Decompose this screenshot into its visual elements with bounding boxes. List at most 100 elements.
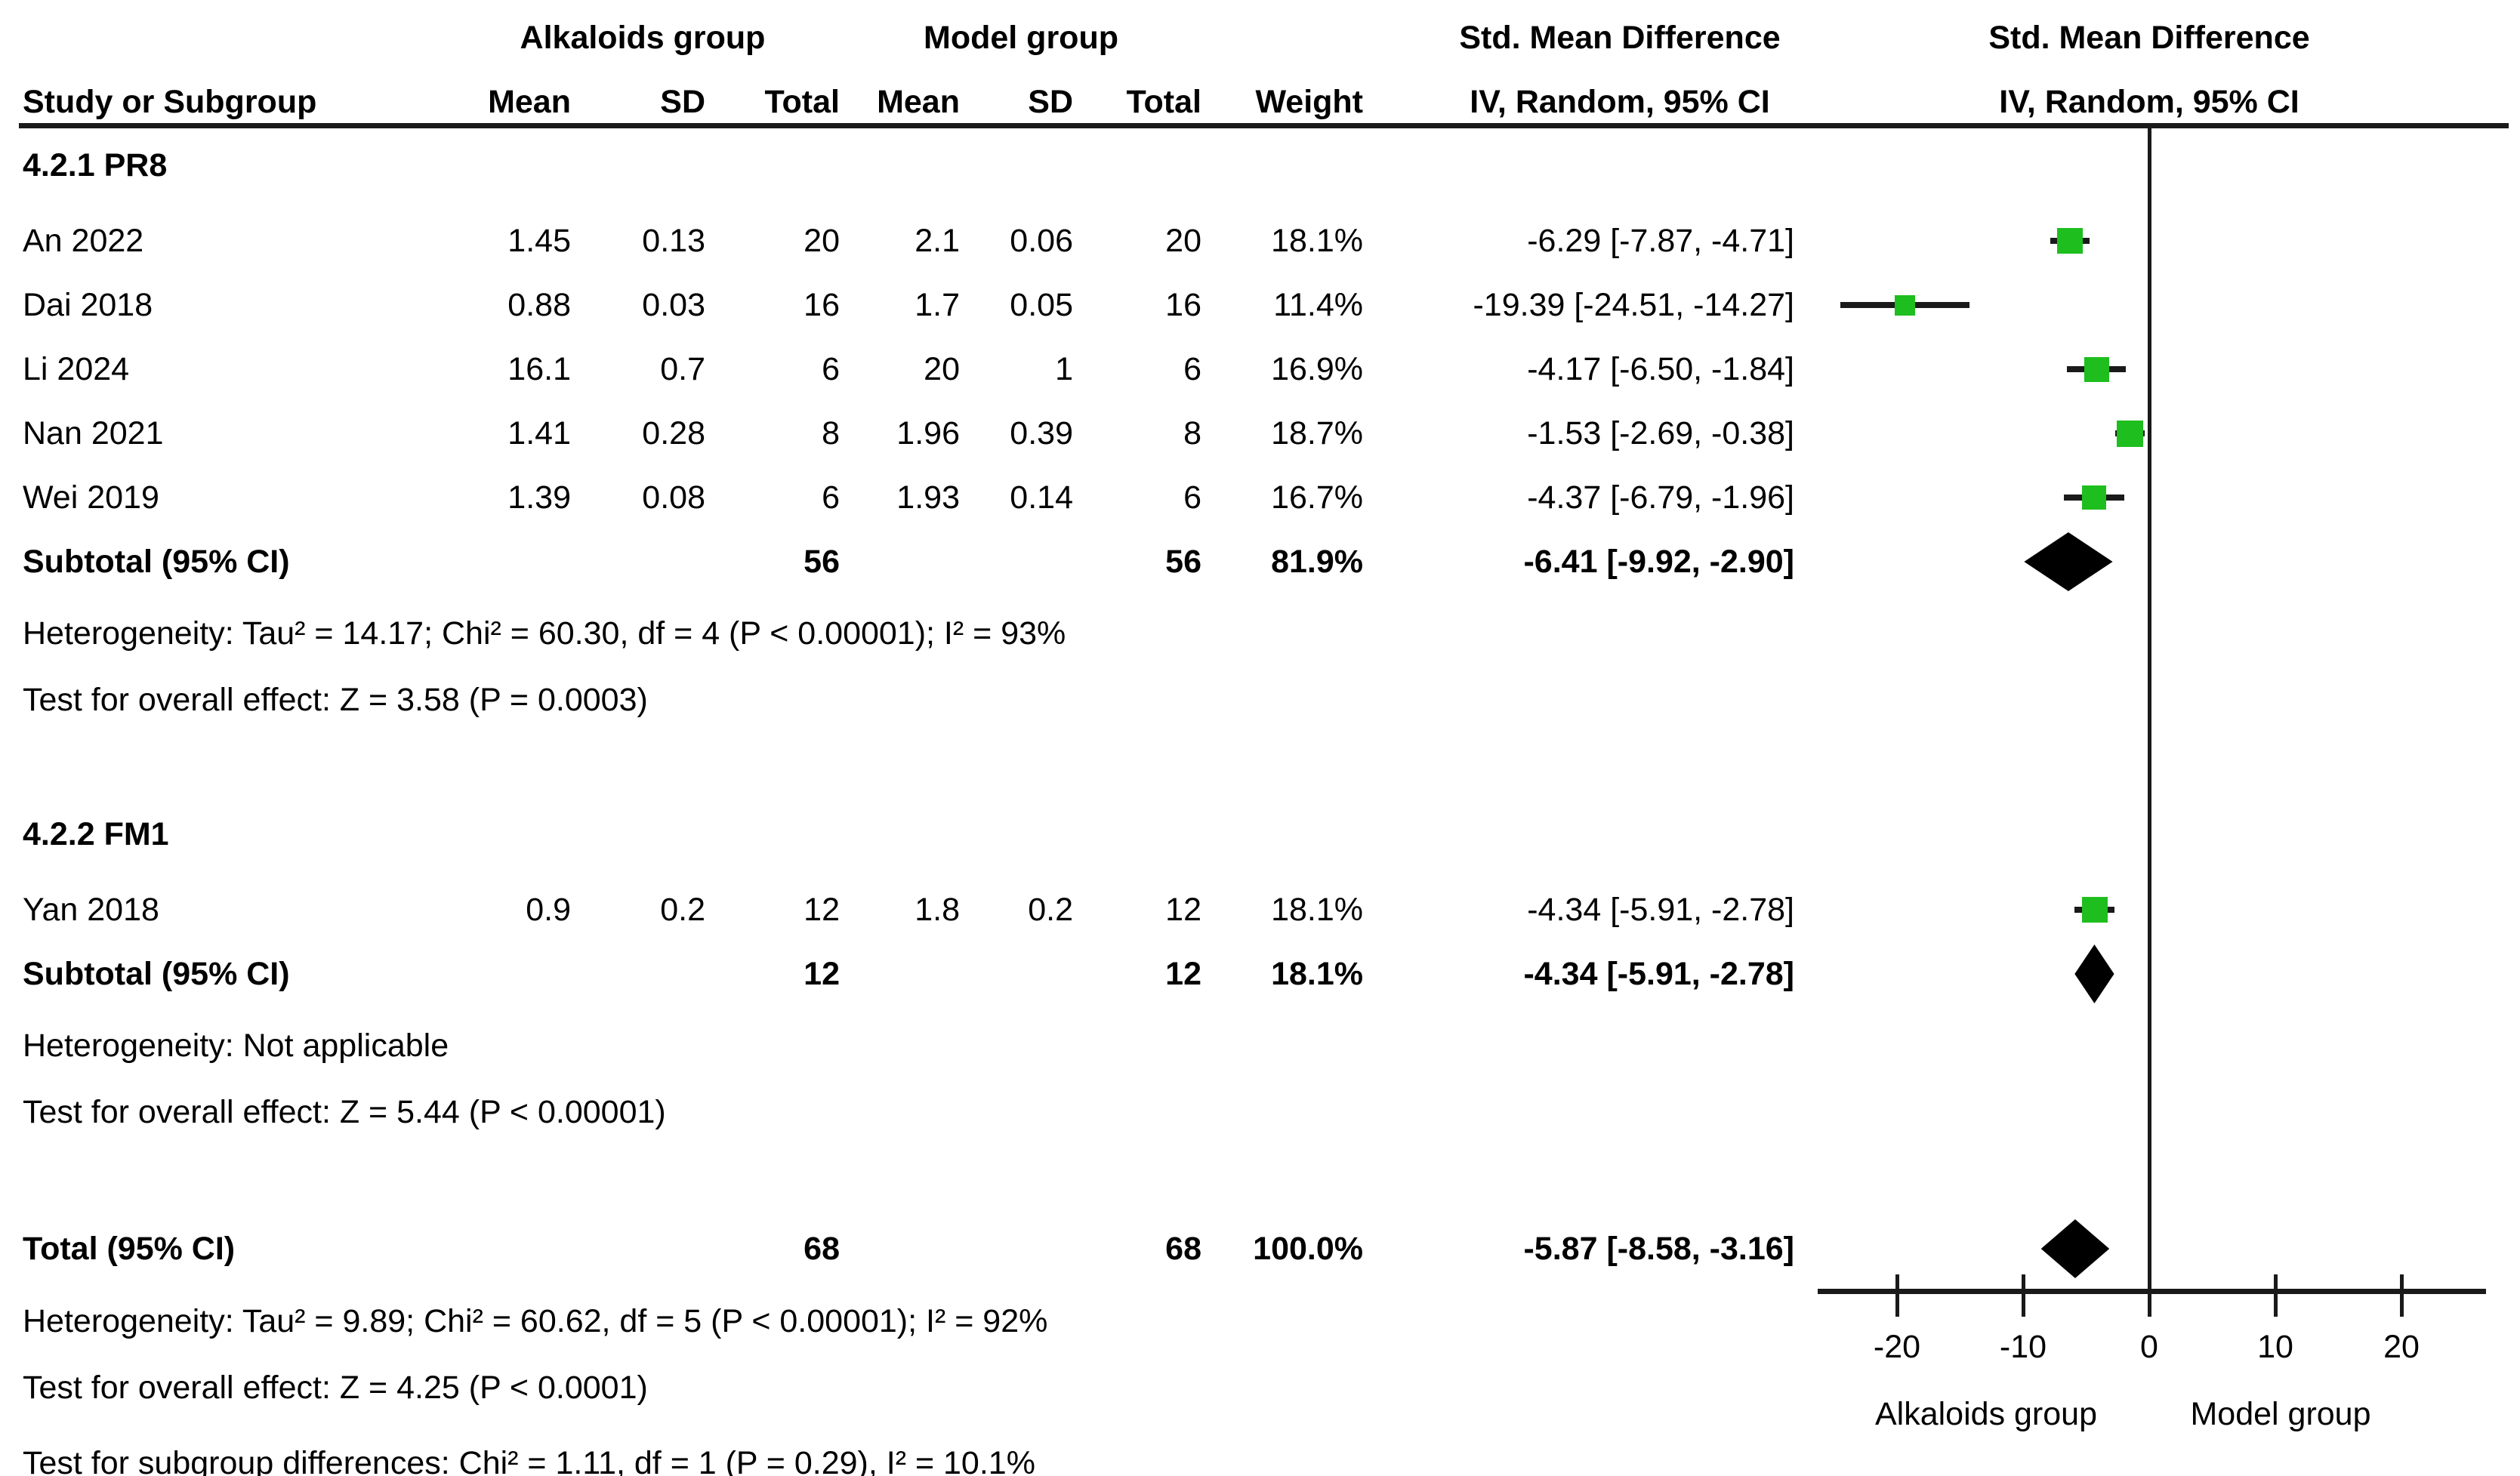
subgroup-header: 4.2.1 PR8	[23, 147, 168, 183]
subtotal-diamond	[2074, 944, 2114, 1003]
group1-total: 8	[822, 415, 840, 451]
subgroup-differences-text: Test for subgroup differences: Chi² = 1.…	[23, 1445, 1035, 1476]
column-header-weight: Weight	[1255, 84, 1363, 120]
axis-tick	[1895, 1274, 1899, 1317]
group2-mean: 1.96	[896, 415, 960, 451]
group1-sd: 0.7	[660, 351, 705, 387]
group1-total: 56	[804, 544, 840, 580]
group2-total: 16	[1165, 287, 1201, 323]
group1-total: 16	[804, 287, 840, 323]
subgroup-header: 4.2.2 FM1	[23, 816, 169, 852]
group2-total: 20	[1165, 223, 1201, 259]
group2-mean: 2.1	[915, 223, 960, 259]
axis-tick	[2022, 1274, 2025, 1317]
effect-marker	[1894, 294, 1915, 316]
column-header-method-plot: IV, Random, 95% CI	[1999, 84, 2299, 120]
study-name: Wei 2019	[23, 479, 159, 516]
group1-total: 20	[804, 223, 840, 259]
weight: 18.1%	[1271, 892, 1363, 928]
axis-tick	[2274, 1274, 2278, 1317]
pooled-label: Total (95% CI)	[23, 1231, 236, 1267]
effect-marker	[2082, 485, 2107, 510]
weight: 100.0%	[1253, 1231, 1363, 1267]
group2-sd: 0.2	[1028, 892, 1073, 928]
group1-mean: 0.9	[526, 892, 571, 928]
group2-sd: 0.06	[1010, 223, 1073, 259]
group2-sd: 1	[1055, 351, 1073, 387]
group1-sd: 0.03	[642, 287, 705, 323]
group1-sd: 0.13	[642, 223, 705, 259]
axis-left-label: Alkaloids group	[1874, 1396, 2097, 1432]
axis-tick	[2400, 1274, 2404, 1317]
group1-mean: 1.39	[507, 479, 571, 516]
weight: 18.7%	[1271, 415, 1363, 451]
smd-table-header: Std. Mean Difference	[1459, 20, 1781, 56]
group2-total: 8	[1183, 415, 1201, 451]
study-name: An 2022	[23, 223, 144, 259]
pooled-label: Subtotal (95% CI)	[23, 956, 290, 992]
smd-ci-text: -19.39 [-24.51, -14.27]	[1473, 287, 1794, 323]
header-underline	[19, 123, 2509, 128]
smd-ci-text: -4.17 [-6.50, -1.84]	[1527, 351, 1794, 387]
group2-header: Model group	[924, 20, 1118, 56]
heterogeneity-text: Heterogeneity: Tau² = 9.89; Chi² = 60.62…	[23, 1303, 1048, 1339]
heterogeneity-text: Heterogeneity: Not applicable	[23, 1028, 449, 1064]
column-header-mean-group1: Mean	[488, 84, 571, 120]
axis-tick-label: -10	[1999, 1329, 2047, 1365]
x-axis-line	[1818, 1289, 2486, 1294]
weight: 81.9%	[1271, 544, 1363, 580]
zero-line	[2148, 128, 2151, 1291]
group2-total: 68	[1165, 1231, 1201, 1267]
pooled-label: Subtotal (95% CI)	[23, 544, 290, 580]
weight: 18.1%	[1271, 223, 1363, 259]
weight: 16.7%	[1271, 479, 1363, 516]
axis-tick	[2148, 1274, 2151, 1317]
group2-mean: 20	[924, 351, 960, 387]
smd-ci-text: -5.87 [-8.58, -3.16]	[1523, 1231, 1794, 1267]
group1-mean: 0.88	[507, 287, 571, 323]
weight: 16.9%	[1271, 351, 1363, 387]
smd-ci-text: -4.37 [-6.79, -1.96]	[1527, 479, 1794, 516]
group2-total: 6	[1183, 479, 1201, 516]
column-header-sd-group2: SD	[1028, 84, 1073, 120]
group1-sd: 0.2	[660, 892, 705, 928]
group1-total: 6	[822, 351, 840, 387]
axis-tick-label: 10	[2257, 1329, 2293, 1365]
group2-total: 12	[1165, 956, 1201, 992]
group1-total: 12	[804, 956, 840, 992]
effect-marker	[2081, 897, 2108, 923]
group2-mean: 1.93	[896, 479, 960, 516]
group2-total: 6	[1183, 351, 1201, 387]
smd-ci-text: -6.29 [-7.87, -4.71]	[1527, 223, 1794, 259]
smd-ci-text: -4.34 [-5.91, -2.78]	[1523, 956, 1794, 992]
smd-ci-text: -6.41 [-9.92, -2.90]	[1523, 544, 1794, 580]
axis-tick-label: 20	[2383, 1329, 2420, 1365]
weight: 18.1%	[1271, 956, 1363, 992]
group2-sd: 0.39	[1010, 415, 1073, 451]
group2-total: 56	[1165, 544, 1201, 580]
group1-header: Alkaloids group	[520, 20, 766, 56]
smd-plot-header: Std. Mean Difference	[1988, 20, 2310, 56]
subtotal-diamond	[2024, 532, 2113, 591]
effect-marker	[2084, 356, 2109, 382]
column-header-total-group2: Total	[1126, 84, 1201, 120]
column-header-method-table: IV, Random, 95% CI	[1470, 84, 1770, 120]
overall-effect-text: Test for overall effect: Z = 5.44 (P < 0…	[23, 1094, 666, 1130]
column-header-sd-group1: SD	[660, 84, 705, 120]
group1-sd: 0.28	[642, 415, 705, 451]
study-name: Dai 2018	[23, 287, 153, 323]
column-header-mean-group2: Mean	[877, 84, 960, 120]
smd-ci-text: -4.34 [-5.91, -2.78]	[1527, 892, 1794, 928]
group1-total: 6	[822, 479, 840, 516]
heterogeneity-text: Heterogeneity: Tau² = 14.17; Chi² = 60.3…	[23, 615, 1066, 652]
total-diamond	[2040, 1219, 2110, 1278]
overall-effect-text: Test for overall effect: Z = 3.58 (P = 0…	[23, 682, 648, 718]
group2-mean: 1.8	[915, 892, 960, 928]
group1-total: 68	[804, 1231, 840, 1267]
effect-marker	[2116, 420, 2143, 447]
column-header-total-group1: Total	[764, 84, 840, 120]
group2-total: 12	[1165, 892, 1201, 928]
column-header-study: Study or Subgroup	[23, 84, 317, 120]
axis-tick-label: -20	[1873, 1329, 1921, 1365]
